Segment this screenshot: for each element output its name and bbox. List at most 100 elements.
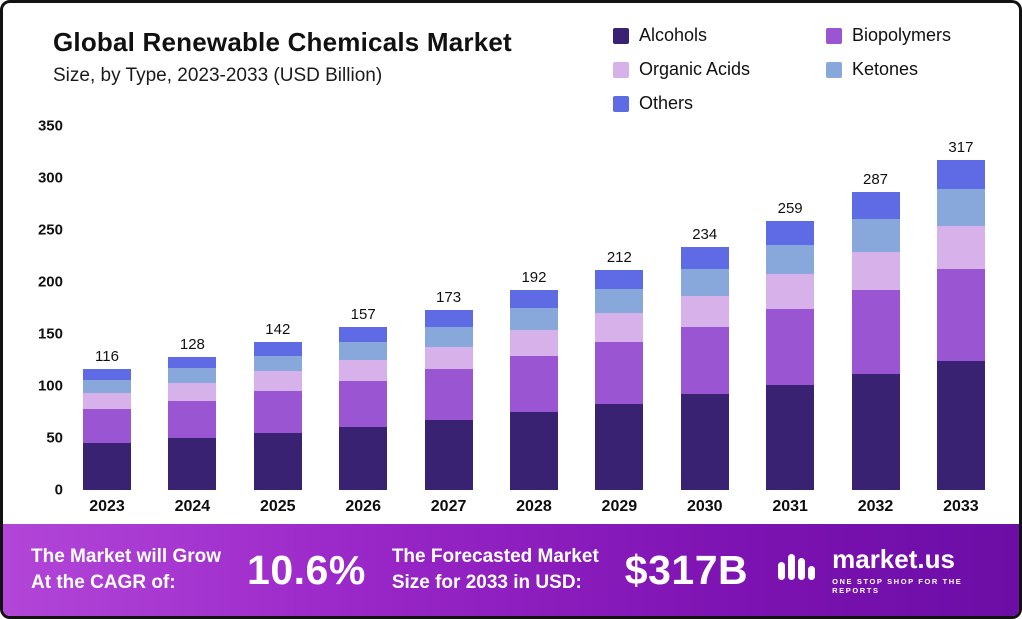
segment-biopolymers xyxy=(253,391,302,433)
bar-stack xyxy=(339,326,388,490)
market-us-logo: market.us ONE STOP SHOP FOR THE REPORTS xyxy=(774,546,991,595)
segment-organic-acids xyxy=(936,225,985,269)
y-axis-label: 0 xyxy=(54,481,63,499)
bar-2024: 128 xyxy=(168,126,217,490)
legend-swatch xyxy=(613,95,629,112)
bar-2026: 157 xyxy=(339,126,388,490)
segment-organic-acids xyxy=(83,393,131,409)
segment-ketones xyxy=(766,244,815,274)
x-axis-label: 2023 xyxy=(89,498,125,515)
legend: Alcohols Biopolymers Organic Acids Ketones O… xyxy=(613,17,995,114)
segment-ketones xyxy=(680,268,729,296)
bar-stack xyxy=(168,356,217,490)
legend-label: Organic Acids xyxy=(639,59,751,79)
market-us-logo-text: market.us ONE STOP SHOP FOR THE REPORTS xyxy=(832,546,991,595)
y-axis-label: 100 xyxy=(37,377,63,395)
bar-total-label: 157 xyxy=(350,305,376,323)
brand-name: market.us xyxy=(832,543,955,574)
brand-tagline: ONE STOP SHOP FOR THE REPORTS xyxy=(832,576,963,595)
x-axis-label: 2031 xyxy=(772,498,808,515)
segment-ketones xyxy=(424,326,473,347)
bar-stack xyxy=(424,310,473,490)
y-axis-label: 250 xyxy=(37,221,63,239)
segment-organic-acids xyxy=(851,251,900,291)
segment-alcohols xyxy=(168,438,217,490)
segment-others xyxy=(766,220,815,245)
bar-stack xyxy=(766,220,815,490)
x-axis-label: 2033 xyxy=(943,498,979,515)
market-us-logo-icon xyxy=(774,548,820,593)
segment-others xyxy=(424,310,473,327)
bar-stack xyxy=(83,369,131,490)
y-axis-spacer xyxy=(23,490,73,524)
segment-biopolymers xyxy=(936,268,985,362)
legend-item-organic-acids: Organic Acids xyxy=(613,59,808,80)
segment-biopolymers xyxy=(509,355,558,412)
bar-stack xyxy=(680,246,729,490)
segment-alcohols xyxy=(766,384,815,490)
legend-item-ketones: Ketones xyxy=(826,59,991,80)
bar-2023: 116 xyxy=(83,126,131,490)
y-axis-label: 300 xyxy=(37,169,63,187)
segment-others xyxy=(851,191,900,219)
footer-banner: The Market will Grow At the CAGR of: 10.… xyxy=(3,524,1019,616)
segment-ketones xyxy=(253,355,302,372)
y-axis-label: 150 xyxy=(37,325,63,343)
segment-biopolymers xyxy=(339,380,388,427)
bar-total-label: 116 xyxy=(95,348,119,366)
bar-total-label: 192 xyxy=(521,269,547,287)
chart-header: Global Renewable Chemicals Market Size, … xyxy=(23,17,995,114)
legend-swatch xyxy=(826,27,842,44)
bar-total-label: 142 xyxy=(265,321,291,339)
forecast-value: $317B xyxy=(624,546,749,593)
segment-alcohols xyxy=(424,420,473,490)
bar-total-label: 212 xyxy=(606,248,632,266)
segment-alcohols xyxy=(851,373,900,490)
x-axis-label: 2029 xyxy=(601,498,638,515)
legend-label: Alcohols xyxy=(639,25,708,45)
plot-area: 116 128 142 157 173 192 212 234 259 287 317 xyxy=(73,126,995,490)
segment-others xyxy=(595,269,644,290)
bar-2033: 317 xyxy=(936,126,985,490)
bar-total-label: 234 xyxy=(692,225,718,243)
segment-others xyxy=(936,160,985,190)
chart-area: 0 50 100 150 200 250 300 350 116 128 142 157 173 192… xyxy=(23,119,995,524)
segment-organic-acids xyxy=(253,371,302,392)
chart-top-section: Global Renewable Chemicals Market Size, … xyxy=(3,3,1019,524)
x-axis-label: 2025 xyxy=(259,498,296,515)
segment-others xyxy=(339,326,388,343)
legend-swatch xyxy=(613,27,629,44)
forecast-label-line1: The Forecasted Market xyxy=(391,546,599,568)
forecast-label: The Forecasted Market Size for 2033 in U… xyxy=(392,544,599,595)
bar-2029: 212 xyxy=(595,126,644,490)
x-axis-label: 2026 xyxy=(345,498,381,515)
legend-item-biopolymers: Biopolymers xyxy=(826,25,991,46)
segment-organic-acids xyxy=(595,313,644,343)
segment-ketones xyxy=(83,379,131,394)
segment-biopolymers xyxy=(424,369,473,421)
legend-item-alcohols: Alcohols xyxy=(613,25,808,46)
x-axis: 2023 2024 2025 2026 2027 2028 2029 2030 2031 2032… xyxy=(73,490,995,524)
y-axis: 0 50 100 150 200 250 300 350 xyxy=(23,119,73,498)
legend-label: Others xyxy=(639,93,694,113)
legend-label: Biopolymers xyxy=(852,25,952,45)
chart-subtitle: Size, by Type, 2023-2033 (USD Billion) xyxy=(53,65,383,86)
cagr-label-line1: The Market will Grow xyxy=(31,546,222,568)
segment-organic-acids xyxy=(339,360,388,381)
bar-total-label: 259 xyxy=(777,199,803,217)
segment-organic-acids xyxy=(168,382,217,401)
bar-stack xyxy=(595,269,644,490)
segment-biopolymers xyxy=(766,309,815,385)
segment-organic-acids xyxy=(680,295,729,327)
segment-ketones xyxy=(339,342,388,361)
y-axis-label: 200 xyxy=(37,273,63,291)
segment-organic-acids xyxy=(509,329,558,356)
bar-2031: 259 xyxy=(766,126,815,490)
segment-alcohols xyxy=(936,361,985,490)
segment-ketones xyxy=(851,218,900,252)
bar-2030: 234 xyxy=(680,126,729,490)
bar-2025: 142 xyxy=(253,126,302,490)
plot-column: 116 128 142 157 173 192 212 234 259 287 317 2023 20… xyxy=(73,126,995,524)
segment-ketones xyxy=(168,368,217,383)
